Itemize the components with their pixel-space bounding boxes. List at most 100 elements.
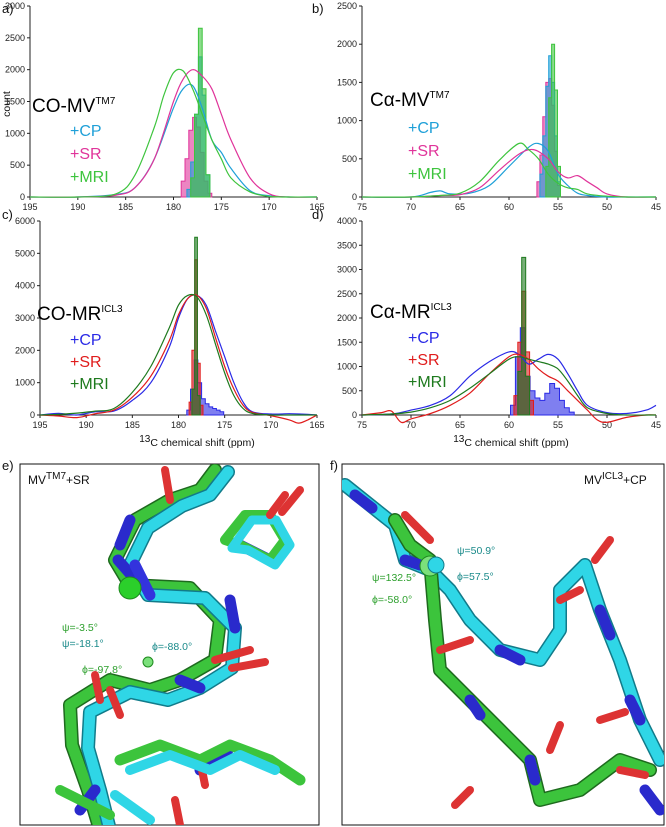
- legend-item-mri: +MRI: [70, 169, 109, 186]
- x-tick-label: 50: [602, 202, 612, 212]
- chart-panel-c: c) 0 1000 2000 3000 4000 5000 6000 195 190 185 180…: [2, 207, 325, 449]
- panel-label-b: b): [312, 1, 324, 16]
- legend-item-cp: +CP: [70, 123, 102, 140]
- legend-item-cp: +CP: [70, 332, 102, 349]
- panel-label-a: a): [2, 1, 14, 16]
- x-tick-label: 185: [118, 202, 133, 212]
- y-tick-label: 500: [10, 160, 25, 170]
- legend-item-mri: +MRI: [408, 166, 447, 183]
- legend-item-sr: +SR: [408, 143, 440, 160]
- y-tick-label: 4000: [15, 281, 35, 291]
- structure-title-e: MVTM7+SR: [28, 471, 90, 487]
- y-tick-label: 1500: [337, 77, 357, 87]
- x-tick-label: 190: [79, 420, 94, 430]
- y-tick-label: 3000: [337, 265, 357, 275]
- x-tick-label: 195: [32, 420, 47, 430]
- x-tick-label: 195: [22, 202, 37, 212]
- legend-c: +CP +SR +MRI: [70, 332, 109, 393]
- legend-a: +CP +SR +MRI: [70, 123, 109, 186]
- y-tick-label: 1000: [337, 116, 357, 126]
- x-axis-title: 13C chemical shift (ppm): [139, 434, 255, 449]
- y-tick-label: 2000: [337, 313, 357, 323]
- y-tick-label: 500: [342, 154, 357, 164]
- y-tick-label: 1500: [337, 337, 357, 347]
- chart-panel-d: d) 0 500 1000 1500 2000 2500 3000 3500 4000 75 70 6…: [312, 207, 661, 449]
- annotation-psi: ψ=50.9°: [457, 545, 495, 557]
- annotation-phi: ϕ=-58.0°: [372, 594, 412, 606]
- legend-item-sr: +SR: [70, 354, 102, 371]
- legend-b: +CP +SR +MRI: [408, 120, 447, 183]
- x-tick-label: 50: [602, 420, 612, 430]
- x-tick-label: 65: [455, 202, 465, 212]
- series-line: [29, 68, 318, 198]
- x-tick-label: 180: [171, 420, 186, 430]
- series-line: [39, 293, 317, 416]
- legend-d: +CP +SR +MRI: [408, 330, 447, 391]
- series-line: [29, 69, 318, 198]
- y-tick-label: 2000: [5, 65, 25, 75]
- y-tick-label: 1000: [337, 362, 357, 372]
- annotation-phi: ϕ=-88.0°: [152, 641, 192, 653]
- y-axis-title: count: [1, 91, 13, 117]
- y-tick-label: 2500: [337, 289, 357, 299]
- y-tick-label: 6000: [15, 216, 35, 226]
- y-tick-label: 500: [342, 386, 357, 396]
- chart-panel-a: a) count 0 500 1000 1500 2000 2500 3000 195 190 1…: [1, 1, 325, 212]
- histogram-series: [191, 236, 201, 416]
- annotation-phi: ϕ=57.5°: [457, 571, 494, 583]
- plot-area-d: 0 500 1000 1500 2000 2500 3000 3500 4000 75 70 65 60…: [337, 216, 661, 430]
- structure-title-f: MVICL3+CP: [584, 471, 647, 487]
- x-tick-label: 165: [309, 202, 324, 212]
- x-tick-label: 175: [214, 202, 229, 212]
- y-tick-label: 0: [352, 192, 357, 202]
- x-tick-label: 180: [166, 202, 181, 212]
- annotation-psi: ψ=-18.1°: [62, 638, 104, 650]
- y-tick-label: 2500: [5, 33, 25, 43]
- x-tick-label: 60: [504, 202, 514, 212]
- molecule-backbone-f: [342, 478, 664, 816]
- x-tick-label: 45: [651, 202, 661, 212]
- molecule-backbone-e: [55, 464, 306, 825]
- x-tick-label: 190: [70, 202, 85, 212]
- plot-area-b: 0 500 1000 1500 2000 2500 75 70 65 60 55 50 45: [337, 1, 661, 212]
- annotation-psi: ψ=132.5°: [372, 572, 416, 584]
- histogram-series: [190, 27, 211, 198]
- y-tick-label: 0: [30, 410, 35, 420]
- annotation-phi: ϕ=-97.8°: [82, 664, 122, 676]
- series-line: [361, 142, 656, 198]
- plot-area-c: 0 1000 2000 3000 4000 5000 6000 195 190 185 180 175…: [15, 216, 325, 430]
- chart-label-b: Cα-MVTM7: [370, 90, 450, 111]
- y-tick-label: 0: [20, 192, 25, 202]
- histogram-series: [545, 43, 561, 198]
- panel-label-c: c): [2, 207, 13, 222]
- series-line: [39, 294, 318, 424]
- structure-panel-f: f): [330, 458, 665, 826]
- legend-item-mri: +MRI: [408, 374, 447, 391]
- x-tick-label: 175: [217, 420, 232, 430]
- x-tick-label: 165: [309, 420, 324, 430]
- x-tick-label: 75: [357, 420, 367, 430]
- series-line: [361, 350, 657, 416]
- y-tick-label: 1000: [5, 128, 25, 138]
- y-tick-label: 1000: [15, 378, 35, 388]
- chart-label-a: CO-MVTM7: [32, 96, 116, 117]
- legend-item-mri: +MRI: [70, 376, 109, 393]
- y-tick-label: 1500: [5, 97, 25, 107]
- x-tick-label: 65: [455, 420, 465, 430]
- y-tick-label: 2500: [337, 1, 357, 11]
- x-axis-title: 13C chemical shift (ppm): [453, 434, 569, 449]
- chart-panel-b: b) 0 500 1000 1500 2000 2500 75 70 65 60 55 50 45 Cα…: [312, 1, 661, 212]
- x-tick-label: 170: [263, 420, 278, 430]
- legend-item-cp: +CP: [408, 120, 440, 137]
- chart-label-c: CO-MRICL3: [37, 304, 123, 325]
- panel-label-d: d): [312, 207, 324, 222]
- x-tick-label: 70: [406, 420, 416, 430]
- y-tick-label: 0: [352, 410, 357, 420]
- y-tick-label: 3500: [337, 240, 357, 250]
- x-tick-label: 185: [125, 420, 140, 430]
- y-tick-label: 3000: [5, 1, 25, 11]
- x-tick-label: 70: [406, 202, 416, 212]
- plot-area-a: 0 500 1000 1500 2000 2500 3000 195 190 185 180 175 1…: [5, 1, 325, 212]
- x-tick-label: 170: [262, 202, 277, 212]
